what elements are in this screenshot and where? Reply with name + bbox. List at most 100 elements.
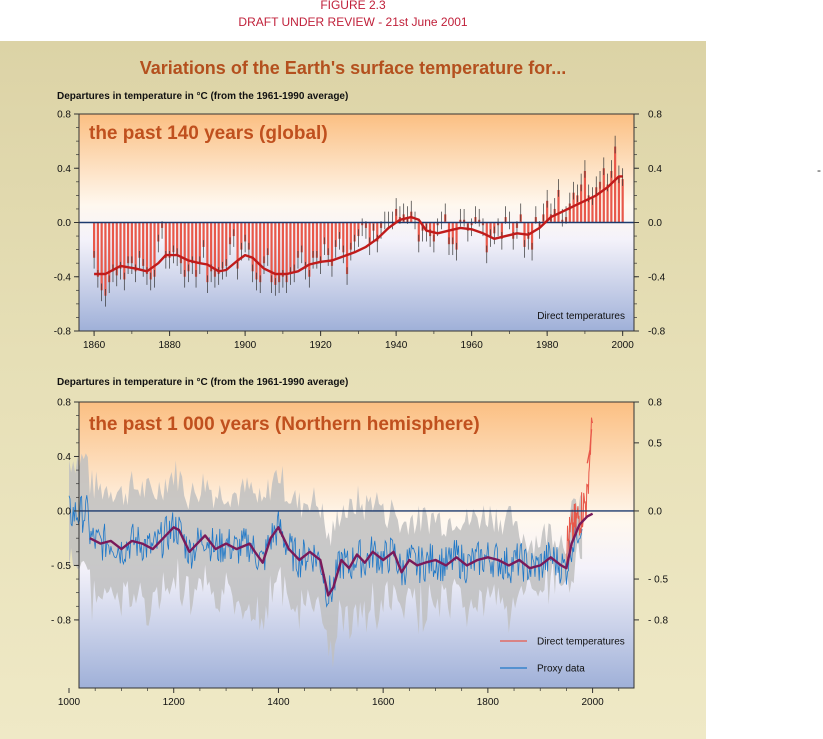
annual-bar: [334, 222, 337, 247]
y-tick-label: 0.8: [57, 110, 71, 121]
uncertainty-band: [69, 453, 583, 668]
y-tick-label-right: 0.0: [648, 218, 662, 229]
x-tick-label: 1940: [385, 340, 408, 351]
annual-bar: [602, 168, 605, 223]
chart1-ylabel: Departures in temperature in °C (from th…: [57, 91, 349, 102]
annual-bar: [546, 200, 549, 223]
annual-bar: [587, 195, 590, 223]
annual-bar: [621, 179, 624, 223]
x-tick-label: 1960: [461, 340, 484, 351]
annual-bar: [119, 222, 122, 269]
annual-bar: [194, 222, 198, 277]
annual-bar: [304, 222, 307, 269]
annual-bar: [236, 222, 239, 269]
y-tick-label-right: - 0.8: [648, 615, 668, 626]
annual-bar: [183, 222, 186, 277]
annual-bar: [289, 222, 292, 275]
chart2-ylabel: Departures in temperature in °C (from th…: [57, 377, 349, 388]
annual-bar: [300, 222, 303, 253]
y-tick-label: -0.4: [54, 272, 72, 283]
annual-bar: [198, 222, 201, 264]
annual-bar: [583, 170, 587, 223]
annual-bar: [610, 170, 613, 223]
annual-bar: [104, 222, 107, 296]
annual-bar: [368, 222, 371, 245]
y-tick-label: - 0.5: [51, 561, 71, 572]
figure-label: FIGURE 2.3: [320, 0, 386, 12]
annual-bar: [557, 189, 560, 223]
smoothed-line: [94, 175, 623, 276]
annual-bar: [149, 222, 152, 280]
annual-bar: [323, 222, 326, 245]
annual-bar: [576, 195, 579, 223]
y-tick-label: - 0.8: [51, 615, 71, 626]
annual-bar: [274, 222, 277, 285]
legend-label-proxy: Proxy data: [537, 664, 585, 675]
annual-bar: [168, 222, 171, 258]
chart1-annotation: Direct temperatures: [537, 311, 625, 322]
y-tick-label: -0.8: [54, 327, 72, 338]
annual-bar: [134, 222, 137, 272]
annual-bar: [376, 222, 379, 242]
annual-bar: [614, 146, 617, 223]
annual-bar: [617, 176, 620, 223]
main-title: Variations of the Earth's surface temper…: [139, 58, 567, 78]
annual-bar: [485, 222, 488, 253]
annual-bar: [598, 181, 602, 223]
annual-bar: [345, 222, 349, 275]
annual-bar: [308, 222, 311, 277]
annual-bar: [319, 222, 322, 264]
annual-bar: [111, 222, 115, 272]
annual-bar: [244, 222, 247, 242]
annual-bar: [595, 187, 598, 223]
annual-bar: [512, 222, 515, 239]
y-tick-label-right: 0.8: [648, 398, 662, 409]
draft-label: DRAFT UNDER REVIEW - 21st June 2001: [238, 15, 468, 29]
proxy-line: [68, 495, 583, 608]
annual-bar: [202, 222, 205, 247]
annual-bar: [330, 222, 334, 266]
annual-bar: [96, 222, 99, 277]
annual-bar: [228, 222, 232, 245]
annual-bar: [164, 222, 167, 258]
annual-bar: [123, 222, 126, 280]
annual-bar: [353, 222, 356, 242]
annual-bar: [285, 222, 288, 283]
y-tick-label: 0.0: [57, 506, 71, 517]
annual-bar: [527, 222, 530, 239]
annual-bar: [176, 222, 179, 256]
annual-bar: [293, 222, 296, 272]
x-tick-label: 1920: [310, 340, 333, 351]
chart-nh-1000-years: 0.8 0.4 0.0 - 0.5 - 0.8 0.8 0.5 0.0 - 0.5 - 0.8 10…: [51, 398, 668, 709]
annual-bar: [100, 222, 103, 291]
annual-bar: [455, 222, 458, 250]
chart1-title: the past 140 years (global): [89, 123, 328, 144]
x-tick-label: 1900: [234, 340, 257, 351]
x-tick-label: 2000: [612, 340, 635, 351]
annual-bar: [157, 222, 160, 242]
chart2-title: the past 1 000 years (Northern hemispher…: [89, 414, 480, 435]
annual-bar: [281, 222, 284, 277]
edge-mark: -: [817, 163, 821, 177]
y-tick-label-right: 0.4: [648, 164, 662, 175]
x-tick-label: 1200: [163, 697, 186, 708]
annual-bar: [606, 184, 609, 223]
annual-bar: [311, 222, 315, 258]
x-tick-label: 1400: [267, 697, 290, 708]
annual-bar: [338, 222, 341, 239]
annual-bar: [225, 222, 228, 266]
annual-bar: [210, 222, 213, 272]
y-tick-label-right: 0.5: [648, 438, 662, 449]
y-tick-label: 0.4: [57, 164, 71, 175]
annual-bar: [206, 222, 209, 283]
y-tick-label-right: 0.0: [648, 506, 662, 517]
annual-bar: [240, 222, 243, 250]
smoothed-line: [89, 512, 594, 597]
annual-bar: [191, 222, 194, 264]
direct-temp-peak: [586, 429, 593, 464]
annual-bar: [568, 203, 571, 223]
annual-bar: [255, 222, 258, 280]
y-tick-label-right: 0.8: [648, 110, 662, 121]
y-tick-label-right: -0.8: [648, 327, 666, 338]
legend-label-direct: Direct temperatures: [537, 637, 625, 648]
